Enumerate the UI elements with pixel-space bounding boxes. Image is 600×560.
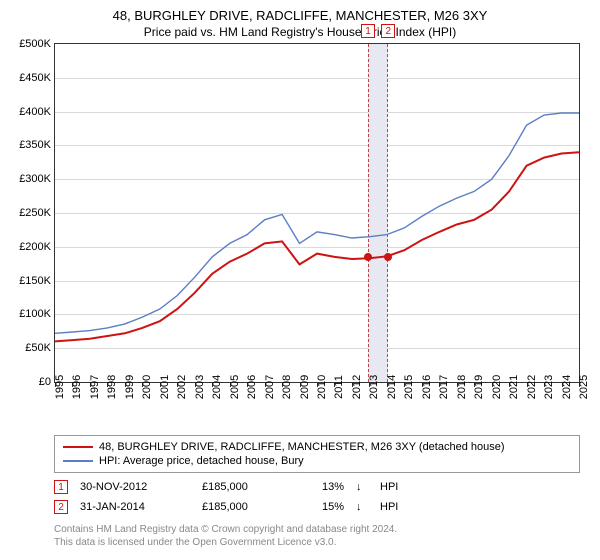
legend-label: HPI: Average price, detached house, Bury (99, 455, 304, 467)
x-axis-label: 1999 (124, 375, 136, 399)
sale-point-dot (384, 253, 392, 261)
chart-lines (55, 44, 579, 382)
x-axis-label: 1995 (54, 375, 66, 399)
x-axis-label: 2017 (438, 375, 450, 399)
sale-date: 31-JAN-2014 (80, 501, 190, 513)
x-axis-label: 2011 (333, 375, 345, 399)
x-axis-label: 2012 (351, 375, 363, 399)
sale-row-marker: 2 (54, 500, 68, 514)
sale-pct: 15% (304, 501, 344, 513)
sale-row: 1 30-NOV-2012 £185,000 13% ↓ HPI (54, 477, 580, 497)
y-axis-label: £200K (5, 241, 51, 253)
footer-line-2: This data is licensed under the Open Gov… (54, 536, 580, 549)
sale-date: 30-NOV-2012 (80, 481, 190, 493)
x-axis-label: 2004 (211, 375, 223, 399)
sale-vs-label: HPI (380, 501, 398, 513)
legend-swatch (63, 446, 93, 448)
sale-row: 2 31-JAN-2014 £185,000 15% ↓ HPI (54, 497, 580, 517)
x-axis-label: 2002 (176, 375, 188, 399)
x-axis-label: 1996 (71, 375, 83, 399)
chart-title: 48, BURGHLEY DRIVE, RADCLIFFE, MANCHESTE… (0, 0, 600, 23)
y-axis-label: £100K (5, 308, 51, 320)
x-axis-label: 2008 (281, 375, 293, 399)
x-axis-label: 2016 (421, 375, 433, 399)
x-axis-labels: 1995199619971998199920002001200220032004… (54, 383, 580, 429)
chart-plot-area: £0£50K£100K£150K£200K£250K£300K£350K£400… (54, 43, 580, 383)
x-axis-label: 1997 (89, 375, 101, 399)
y-axis-label: £400K (5, 106, 51, 118)
x-axis-label: 2019 (473, 375, 485, 399)
x-axis-label: 2001 (159, 375, 171, 399)
y-axis-label: £500K (5, 38, 51, 50)
y-axis-label: £300K (5, 173, 51, 185)
arrow-down-icon: ↓ (356, 501, 368, 513)
x-axis-label: 2015 (403, 375, 415, 399)
x-axis-label: 2024 (561, 375, 573, 399)
sale-row-marker: 1 (54, 480, 68, 494)
legend: 48, BURGHLEY DRIVE, RADCLIFFE, MANCHESTE… (54, 435, 580, 473)
x-axis-label: 2003 (194, 375, 206, 399)
y-axis-label: £150K (5, 275, 51, 287)
y-axis-label: £0 (5, 376, 51, 388)
x-axis-label: 2025 (578, 375, 590, 399)
x-axis-label: 2022 (526, 375, 538, 399)
arrow-down-icon: ↓ (356, 481, 368, 493)
sale-point-dot (364, 253, 372, 261)
series-line-hpi (55, 113, 579, 333)
series-line-property (55, 152, 579, 341)
y-axis-label: £50K (5, 342, 51, 354)
footer-line-1: Contains HM Land Registry data © Crown c… (54, 523, 580, 536)
sale-marker-box: 2 (381, 24, 395, 38)
x-axis-label: 2007 (264, 375, 276, 399)
sales-table: 1 30-NOV-2012 £185,000 13% ↓ HPI 2 31-JAN-2014 £… (54, 477, 580, 517)
chart-subtitle: Price paid vs. HM Land Registry's House … (0, 23, 600, 43)
x-axis-label: 1998 (106, 375, 118, 399)
y-axis-label: £250K (5, 207, 51, 219)
x-axis-label: 2010 (316, 375, 328, 399)
x-axis-label: 2018 (456, 375, 468, 399)
x-axis-label: 2021 (508, 375, 520, 399)
y-axis-label: £350K (5, 139, 51, 151)
sale-price: £185,000 (202, 501, 292, 513)
x-axis-label: 2023 (543, 375, 555, 399)
x-axis-label: 2000 (141, 375, 153, 399)
x-axis-label: 2020 (491, 375, 503, 399)
y-axis-label: £450K (5, 72, 51, 84)
sale-pct: 13% (304, 481, 344, 493)
legend-row: 48, BURGHLEY DRIVE, RADCLIFFE, MANCHESTE… (63, 440, 571, 454)
legend-swatch (63, 460, 93, 461)
sale-marker-box: 1 (361, 24, 375, 38)
legend-row: HPI: Average price, detached house, Bury (63, 454, 571, 468)
legend-label: 48, BURGHLEY DRIVE, RADCLIFFE, MANCHESTE… (99, 441, 505, 453)
x-axis-label: 2009 (299, 375, 311, 399)
x-axis-label: 2005 (229, 375, 241, 399)
footer-attribution: Contains HM Land Registry data © Crown c… (54, 523, 580, 549)
x-axis-label: 2006 (246, 375, 258, 399)
sale-price: £185,000 (202, 481, 292, 493)
x-axis-label: 2014 (386, 375, 398, 399)
sale-vs-label: HPI (380, 481, 398, 493)
x-axis-label: 2013 (368, 375, 380, 399)
